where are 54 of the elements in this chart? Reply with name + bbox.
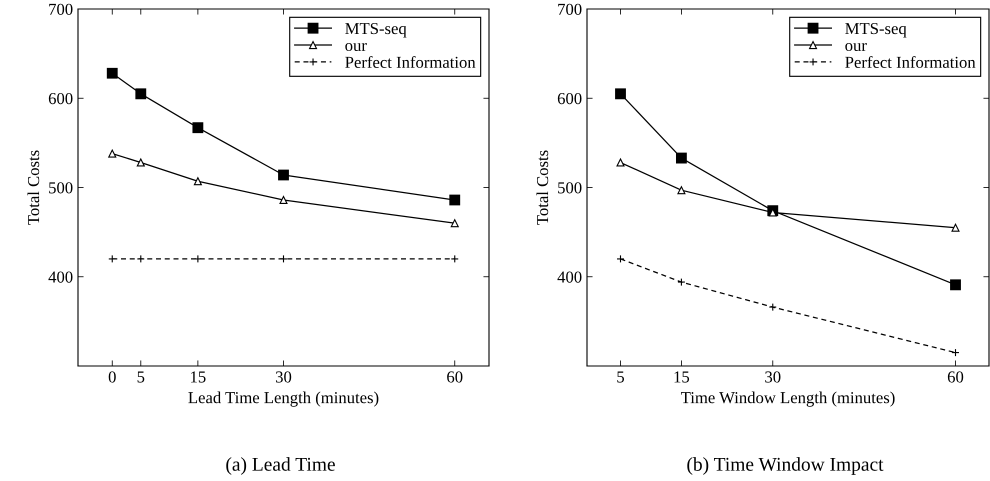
y-tick-label: 700 [558, 4, 582, 15]
point [108, 254, 116, 263]
legend-label: Perfect Information [345, 56, 476, 68]
legend-label: MTS-seq [845, 22, 906, 38]
point [278, 170, 289, 180]
x-tick-label: 15 [674, 371, 690, 383]
y-tick-label: 400 [48, 271, 73, 283]
point [194, 177, 202, 186]
point [192, 122, 204, 134]
x-axis-title: Lead Time Length (minutes) [188, 392, 378, 407]
point [450, 219, 459, 228]
point [279, 254, 288, 263]
point [676, 152, 687, 164]
y-axis-title: Total Costs [536, 150, 548, 225]
legend-label: our [845, 43, 867, 52]
point [616, 254, 625, 263]
point [106, 68, 118, 79]
x-tick-label: 0 [108, 371, 116, 383]
point [136, 254, 145, 263]
x-axis-title: Time Window Length (minutes) [680, 392, 895, 407]
point [677, 186, 686, 194]
legend-label: our [345, 43, 367, 52]
point [616, 158, 625, 167]
x-tick-label: 60 [948, 371, 964, 383]
point [450, 254, 459, 263]
legend-label: Perfect Information [845, 56, 976, 68]
y-tick-label: 400 [557, 271, 582, 283]
text: (a) Lead Time [226, 457, 335, 475]
y-tick-label: 700 [49, 4, 73, 15]
x-tick-label: 30 [276, 371, 292, 383]
point [135, 88, 146, 100]
point [768, 303, 777, 312]
point [194, 254, 202, 263]
x-tick-label: 30 [765, 371, 780, 383]
legend-label: MTS-seq [345, 22, 406, 38]
point [951, 348, 960, 357]
y-tick-label: 500 [558, 182, 582, 194]
point [615, 88, 626, 100]
x-tick-label: 60 [447, 371, 462, 383]
y-tick-label: 600 [558, 92, 582, 104]
point [279, 196, 288, 204]
point [136, 158, 145, 167]
x-tick-label: 5 [617, 372, 624, 383]
point [677, 278, 686, 286]
point [449, 194, 460, 206]
y-tick-label: 600 [48, 92, 73, 104]
point [951, 224, 960, 232]
point [108, 150, 116, 158]
x-tick-label: 5 [138, 372, 144, 383]
point [950, 279, 961, 290]
text: (b) Time Window Impact [687, 457, 884, 475]
y-tick-label: 500 [49, 182, 73, 194]
y-axis-title: Total Costs [27, 150, 40, 225]
x-tick-label: 15 [191, 371, 206, 383]
